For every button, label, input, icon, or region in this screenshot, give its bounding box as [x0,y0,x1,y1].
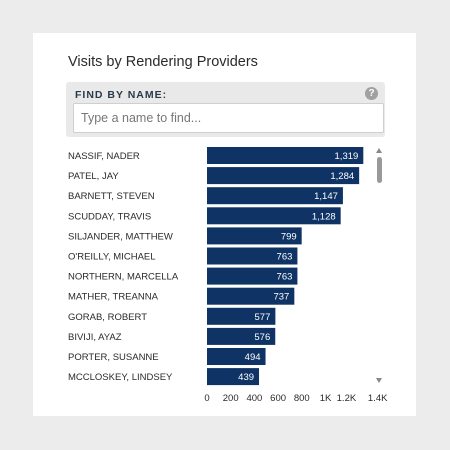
category-label: MATHER, TREANNA [68,292,159,303]
bar-value-label: 737 [273,292,289,303]
bar-chart-svg: NASSIF, NADER 1,319 PATEL, JAY 1,284 BARNETT… [68,147,388,404]
bar-value-label: 1,319 [335,151,359,162]
scroll-down-arrow-icon[interactable] [376,378,382,383]
help-icon[interactable]: ? [365,87,378,100]
bar-value-label: 577 [255,312,271,323]
category-label: BARNETT, STEVEN [68,191,155,202]
category-label: SILJANDER, MATTHEW [68,231,173,242]
bar[interactable] [207,348,266,365]
card-title: Visits by Rendering Providers [68,54,258,70]
category-label: BIVIJI, AYAZ [68,332,122,343]
category-label: GORAB, ROBERT [68,312,147,323]
bar-value-label: 763 [277,272,293,283]
bar-value-label: 1,284 [330,171,354,182]
bar[interactable] [207,167,360,185]
bar-value-label: 439 [238,372,254,383]
bar[interactable] [207,227,302,245]
x-tick-label: 200 [223,393,239,404]
bar[interactable] [207,207,341,225]
category-label: O'REILLY, MICHAEL [68,252,156,263]
bar-value-label: 763 [277,252,293,263]
bar[interactable] [207,287,295,305]
bar-value-label: 494 [245,352,261,363]
bar[interactable] [207,267,298,285]
bar[interactable] [207,327,276,345]
category-label: NORTHERN, MARCELLA [68,272,179,283]
filter-label: FIND BY NAME: [75,89,168,101]
find-by-name-filter: FIND BY NAME: ? [66,82,385,137]
x-tick-label: 400 [246,393,262,404]
category-label: NASSIF, NADER [68,151,140,162]
category-label: SCUDDAY, TRAVIS [68,211,151,222]
x-tick-label: 1.2K [337,393,357,404]
scroll-thumb[interactable] [377,157,382,183]
bar-value-label: 1,147 [314,191,338,202]
category-label: PATEL, JAY [68,171,119,182]
bar-value-label: 799 [281,231,297,242]
chart-scrollbar[interactable] [376,148,384,383]
search-input[interactable] [73,103,384,133]
bar[interactable] [207,247,298,265]
x-tick-label: 0 [204,393,209,404]
x-tick-label: 1.4K [368,393,388,404]
bar[interactable] [207,187,343,205]
bar-value-label: 576 [254,332,270,343]
category-label: MCCLOSKEY, LINDSEY [68,372,173,383]
x-tick-label: 600 [270,393,286,404]
category-label: PORTER, SUSANNE [68,352,159,363]
bar[interactable] [207,307,276,325]
bar[interactable] [207,147,364,164]
x-tick-label: 1K [320,393,332,404]
scroll-up-arrow-icon[interactable] [376,148,382,153]
bar[interactable] [207,368,260,386]
bar-chart: NASSIF, NADER 1,319 PATEL, JAY 1,284 BARNETT… [33,143,416,416]
bar-value-label: 1,128 [312,211,336,222]
visits-card: Visits by Rendering Providers FIND BY NA… [33,33,416,416]
x-tick-label: 800 [294,393,310,404]
